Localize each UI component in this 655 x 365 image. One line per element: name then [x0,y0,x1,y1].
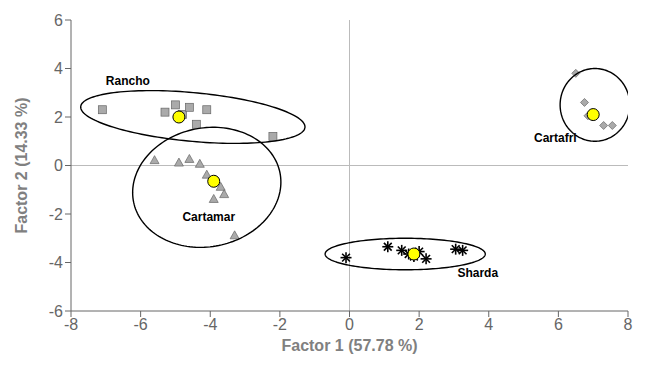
svg-text:0: 0 [345,316,354,333]
svg-text:-6: -6 [49,303,63,320]
svg-text:4: 4 [484,316,493,333]
svg-text:-2: -2 [49,206,63,223]
svg-text:2: 2 [415,316,424,333]
svg-text:-2: -2 [273,316,287,333]
svg-text:-4: -4 [49,254,63,271]
svg-text:-6: -6 [134,316,148,333]
svg-text:6: 6 [54,12,63,29]
svg-text:Factor 2 (14.33 %): Factor 2 (14.33 %) [13,97,30,233]
svg-text:Sharda: Sharda [457,266,498,280]
svg-text:6: 6 [554,316,563,333]
svg-text:2: 2 [54,109,63,126]
svg-text:Rancho: Rancho [106,74,150,88]
svg-text:-8: -8 [64,316,78,333]
svg-text:-4: -4 [203,316,217,333]
svg-text:Factor 1 (57.78 %): Factor 1 (57.78 %) [281,337,417,354]
svg-text:Cartamar: Cartamar [182,210,235,224]
svg-text:4: 4 [54,60,63,77]
svg-text:Cartafri: Cartafri [534,131,577,145]
svg-text:8: 8 [624,316,633,333]
svg-text:0: 0 [54,157,63,174]
